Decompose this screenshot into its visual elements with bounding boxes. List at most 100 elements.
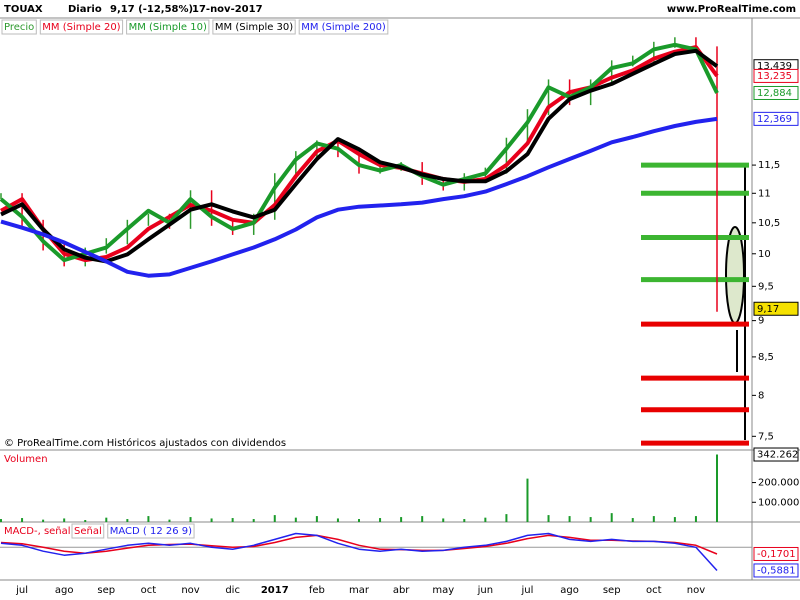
y-tick-label: 8,5 [758, 352, 774, 363]
legend-entry: Precio [4, 22, 34, 33]
value-tag [753, 68, 799, 83]
volume-bar [526, 478, 529, 522]
x-tick-label: may [432, 585, 454, 596]
volume-bar [336, 518, 339, 522]
value-tag-label: -0,5881 [757, 565, 796, 576]
volume-bar [210, 518, 213, 522]
legend-box [212, 19, 296, 35]
volume-bar [84, 520, 87, 522]
panel-title: Volumen [4, 454, 48, 465]
y-tick-label: 11,5 [758, 160, 780, 171]
legend-box [71, 523, 105, 539]
period: Diario [68, 4, 102, 15]
value-tag-label: 342.262 [757, 450, 798, 461]
value-tag-label: 9,17 [757, 304, 779, 315]
volume-bar [126, 519, 129, 522]
x-tick-label: dic [225, 585, 240, 596]
volume-bar [484, 517, 487, 522]
value-tag-label: -0,1701 [757, 549, 796, 560]
volume-bar [379, 518, 382, 522]
annotations [725, 165, 746, 440]
value-tag-label: 13,235 [757, 71, 792, 82]
panel-title: MACD-, señal [4, 526, 71, 537]
header: TOUAX Diario 9,17 (-12,58%) 17-nov-2017 … [4, 4, 796, 15]
x-tick-label: sep [603, 585, 621, 596]
volume-bar [631, 518, 634, 522]
volume-bar [168, 519, 171, 522]
volume-bar [652, 516, 655, 522]
site: www.ProRealTime.com [667, 4, 796, 15]
volume-bar [716, 454, 718, 522]
x-tick-label: 2017 [261, 585, 289, 596]
volume-bar [42, 519, 45, 522]
value-tag [753, 563, 799, 578]
volume-bar [252, 519, 255, 522]
x-tick-label: oct [141, 585, 157, 596]
legend-entry: MM (Simple 20) [42, 22, 120, 33]
volume-bar [442, 518, 445, 522]
value-tag [753, 301, 799, 316]
value-tag [753, 111, 799, 126]
value-tag-label: 12,884 [757, 88, 792, 99]
symbol: TOUAX [4, 4, 43, 15]
y-tick-label: 9,5 [758, 281, 774, 292]
x-tick-label: sep [97, 585, 115, 596]
y-tick-label: 11 [758, 188, 771, 199]
volume-bar [273, 515, 276, 522]
series-line [0, 532, 718, 572]
volume-bar [231, 518, 234, 522]
legend-box [107, 523, 195, 539]
volume-bar [63, 518, 66, 522]
volume-bar [315, 516, 318, 522]
volume-bar [547, 515, 550, 522]
x-tick-label: oct [646, 585, 662, 596]
volume-bar [0, 519, 2, 522]
legend-box [126, 19, 210, 35]
legend-entry: MM (Simple 30) [215, 22, 293, 33]
volume-bar [694, 516, 697, 522]
x-tick-label: mar [349, 585, 370, 596]
series-line [0, 45, 719, 263]
legend-entry: MM (Simple 200) [301, 22, 386, 33]
y-tick-label: 9 [758, 316, 764, 327]
volume-bar [610, 513, 613, 522]
x-tick-label: abr [393, 585, 410, 596]
volume-bar [463, 519, 466, 522]
legend-box [39, 19, 124, 35]
series-line [0, 42, 719, 263]
date: 17-nov-2017 [192, 4, 263, 15]
volume-bar [400, 517, 403, 522]
volume-bar [147, 516, 150, 522]
series-line [0, 116, 718, 278]
value-tag-label: 13,439 [757, 61, 792, 72]
value-tag [753, 546, 799, 561]
volume-bar [294, 517, 297, 522]
legend-entry: MM (Simple 10) [129, 22, 207, 33]
y-tick-label: 10,5 [758, 218, 780, 229]
x-tick-label: ago [560, 585, 579, 596]
x-tick-label: nov [181, 585, 199, 596]
y-tick-label: 100.000 [758, 497, 799, 508]
value-tag [753, 447, 799, 462]
y-tick-label: 8 [758, 390, 764, 401]
y-tick-label: 7,5 [758, 431, 774, 442]
legend-entry: Señal [74, 526, 102, 537]
x-tick-label: nov [687, 585, 705, 596]
volume-bar [358, 519, 360, 522]
legend-entry: MACD ( 12 26 9) [110, 526, 192, 537]
x-tick-label: ago [55, 585, 74, 596]
ellipse [725, 226, 745, 324]
x-tick-label: feb [309, 585, 325, 596]
y-tick-label: 200.000 [758, 478, 799, 489]
series-line [0, 48, 719, 264]
footnote: © ProRealTime.com Históricos ajustados c… [4, 437, 286, 449]
volume-bar [189, 517, 192, 522]
volume-bar [105, 517, 108, 522]
volume-bar [421, 516, 424, 522]
value-tag-label: 12,369 [757, 114, 792, 125]
legend-box [298, 19, 389, 35]
value-tag [753, 85, 799, 100]
last-price: 9,17 (-12,58%) [110, 4, 193, 15]
